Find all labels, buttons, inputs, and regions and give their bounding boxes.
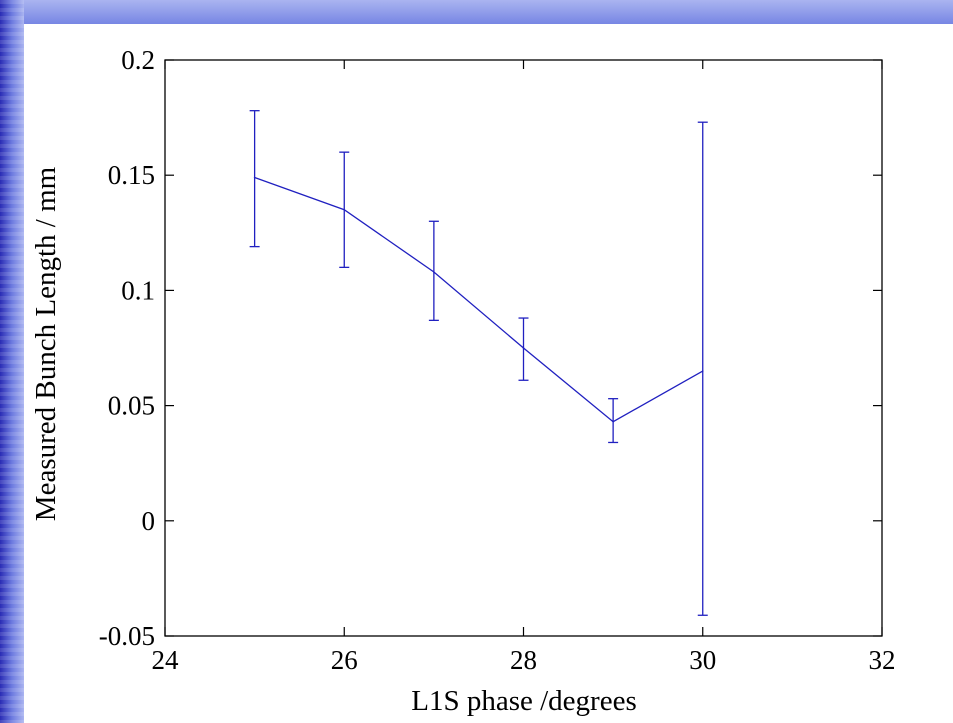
series-line — [254, 176, 704, 423]
error-bar — [518, 317, 529, 381]
y-tick-label: 0.1 — [121, 275, 155, 305]
data-point — [612, 420, 614, 423]
data-point — [522, 347, 525, 349]
x-tick-label: 30 — [689, 645, 716, 675]
y-tick-label: 0.15 — [108, 160, 155, 190]
data-point — [701, 370, 704, 372]
error-bar — [608, 398, 619, 444]
x-axis-label: L1S phase /degrees — [411, 685, 637, 717]
data-point — [343, 208, 346, 211]
data-point — [433, 271, 435, 273]
x-tick-label: 26 — [331, 645, 358, 675]
error-bar — [249, 110, 260, 248]
y-tick-label: 0.2 — [121, 45, 155, 75]
y-tick-label: 0 — [142, 506, 156, 536]
x-tick-label: 32 — [869, 645, 896, 675]
y-axis-label: Measured Bunch Length / mm — [30, 166, 62, 521]
error-bar — [697, 121, 708, 616]
error-bar — [428, 220, 439, 322]
data-point — [253, 176, 256, 179]
x-tick-label: 24 — [152, 645, 180, 675]
y-tick-label: 0.05 — [108, 391, 155, 421]
x-tick-label: 28 — [510, 645, 537, 675]
slide-top-band — [0, 0, 953, 24]
y-tick-label: -0.05 — [99, 621, 155, 651]
